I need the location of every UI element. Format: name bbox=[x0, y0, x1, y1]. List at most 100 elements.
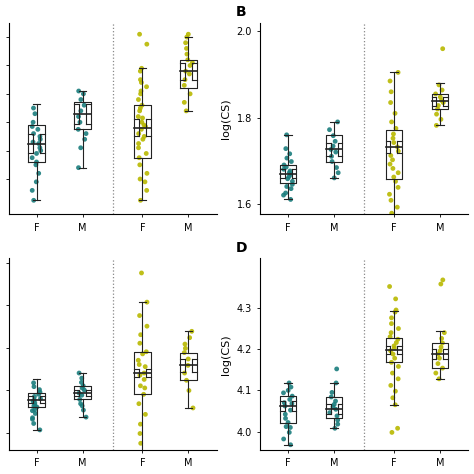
Point bbox=[30, 379, 37, 387]
Point bbox=[287, 196, 294, 203]
Point bbox=[287, 171, 294, 178]
Point bbox=[136, 312, 143, 319]
Point bbox=[287, 383, 295, 391]
Point bbox=[387, 329, 395, 337]
Point bbox=[393, 203, 401, 211]
Point bbox=[30, 383, 38, 391]
Point bbox=[142, 123, 149, 130]
Point bbox=[392, 387, 399, 395]
Point bbox=[140, 133, 148, 140]
Point bbox=[284, 419, 292, 426]
Point bbox=[36, 386, 43, 393]
Point bbox=[136, 430, 144, 438]
Point bbox=[184, 362, 192, 369]
Point bbox=[394, 169, 402, 176]
Point bbox=[137, 420, 144, 428]
Point bbox=[334, 118, 341, 126]
Point bbox=[392, 401, 399, 409]
Point bbox=[77, 107, 85, 115]
Point bbox=[186, 62, 194, 69]
Point bbox=[136, 371, 144, 379]
Point bbox=[30, 402, 37, 410]
Point bbox=[188, 328, 196, 335]
Point bbox=[331, 425, 339, 432]
Point bbox=[143, 170, 151, 177]
Point bbox=[438, 86, 446, 94]
Point bbox=[332, 397, 339, 405]
Point bbox=[281, 402, 289, 410]
Point bbox=[79, 382, 87, 390]
Point bbox=[137, 439, 145, 447]
Point bbox=[392, 308, 399, 316]
Point bbox=[440, 329, 448, 337]
Point bbox=[189, 404, 197, 412]
Point bbox=[184, 56, 191, 64]
Point bbox=[77, 400, 84, 408]
Point bbox=[283, 131, 291, 138]
Point bbox=[386, 283, 393, 290]
Point bbox=[136, 361, 143, 368]
Point bbox=[189, 59, 196, 66]
Point bbox=[439, 45, 447, 53]
Point bbox=[388, 230, 395, 237]
Point bbox=[389, 135, 397, 142]
Point bbox=[329, 403, 337, 410]
Point bbox=[328, 153, 335, 160]
Point bbox=[329, 142, 337, 150]
Point bbox=[389, 350, 397, 358]
Point bbox=[30, 396, 38, 404]
Point bbox=[33, 178, 40, 186]
Point bbox=[137, 87, 145, 95]
Point bbox=[183, 33, 191, 41]
Point bbox=[137, 79, 145, 86]
Point bbox=[136, 154, 143, 162]
Point bbox=[182, 45, 190, 52]
Point bbox=[388, 358, 395, 366]
Point bbox=[80, 406, 87, 414]
Point bbox=[35, 140, 43, 147]
Point bbox=[82, 130, 90, 137]
Point bbox=[78, 402, 86, 410]
Point bbox=[326, 409, 334, 416]
Point bbox=[138, 269, 146, 277]
Point bbox=[328, 158, 336, 165]
Point bbox=[435, 81, 443, 89]
Point bbox=[29, 397, 37, 405]
Point bbox=[181, 340, 189, 348]
Point bbox=[330, 401, 338, 408]
Point bbox=[37, 147, 45, 155]
Point bbox=[36, 136, 44, 143]
Point bbox=[392, 125, 400, 132]
Point bbox=[386, 239, 393, 246]
Point bbox=[81, 136, 89, 143]
Point bbox=[334, 169, 342, 176]
Point bbox=[137, 331, 145, 338]
Point bbox=[29, 118, 37, 126]
Point bbox=[433, 110, 440, 118]
Point bbox=[287, 406, 294, 414]
Point bbox=[283, 423, 290, 430]
Point bbox=[135, 113, 142, 120]
Point bbox=[36, 388, 44, 396]
Point bbox=[391, 345, 398, 352]
Point bbox=[28, 407, 36, 415]
Point bbox=[280, 161, 288, 169]
Point bbox=[32, 410, 39, 417]
Point bbox=[392, 306, 400, 314]
Point bbox=[36, 144, 44, 152]
Y-axis label: log(CS): log(CS) bbox=[221, 334, 231, 374]
Point bbox=[36, 133, 44, 140]
Point bbox=[388, 314, 395, 322]
Point bbox=[77, 144, 84, 152]
Point bbox=[33, 150, 40, 157]
Point bbox=[280, 389, 287, 397]
Point bbox=[33, 403, 41, 411]
Point bbox=[438, 97, 445, 104]
Point bbox=[136, 161, 144, 169]
Point bbox=[434, 360, 442, 367]
Point bbox=[181, 76, 189, 83]
Point bbox=[141, 384, 148, 392]
Point bbox=[386, 333, 394, 341]
Point bbox=[137, 76, 144, 83]
Point bbox=[328, 393, 335, 401]
